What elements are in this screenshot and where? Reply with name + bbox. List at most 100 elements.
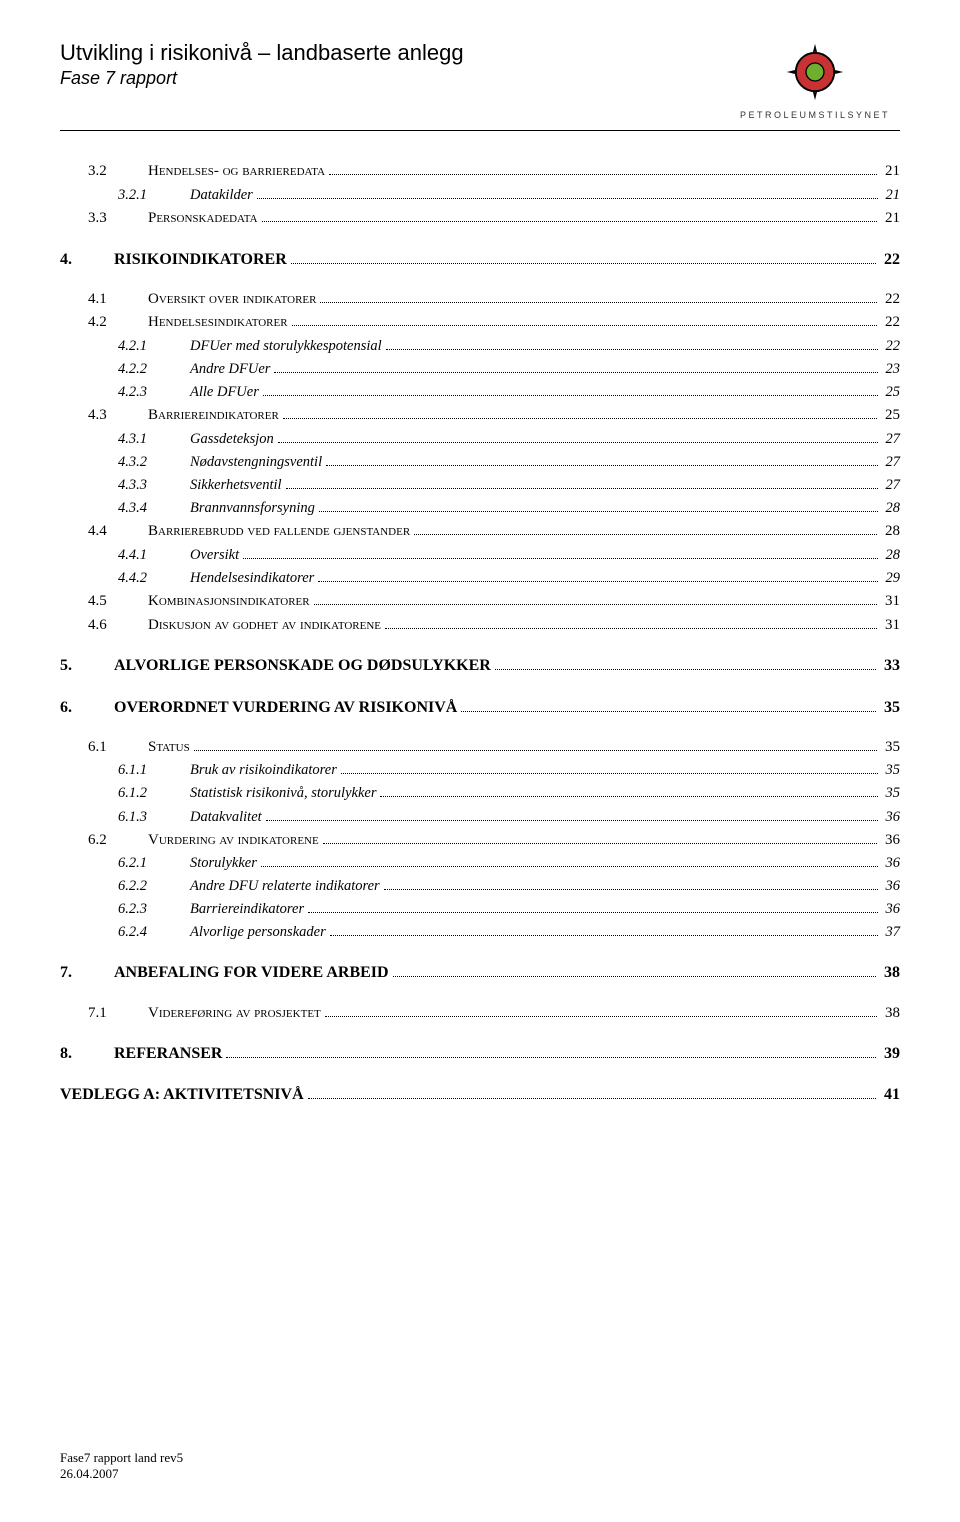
toc-number: 4.2 — [88, 312, 148, 334]
toc-label: Oversikt over indikatorer — [148, 289, 316, 311]
toc-leader-dots — [286, 488, 878, 489]
toc-row: 6.1.1Bruk av risikoindikatorer35 — [60, 760, 900, 781]
toc-page-number: 36 — [881, 830, 900, 852]
toc-row: 4.3.2Nødavstengningsventil27 — [60, 452, 900, 473]
toc-leader-dots — [393, 976, 876, 977]
toc-leader-dots — [414, 534, 877, 535]
toc-row: 4.5Kombinasjonsindikatorer31 — [60, 591, 900, 613]
toc-row: 4.2.1DFUer med storulykkespotensial 22 — [60, 336, 900, 357]
compass-logo-icon — [783, 40, 847, 104]
toc-label: Datakvalitet — [190, 807, 262, 828]
toc-number: 6. — [60, 696, 114, 719]
toc-leader-dots — [274, 372, 877, 373]
toc-page-number: 28 — [882, 545, 901, 566]
toc-page-number: 22 — [880, 248, 900, 271]
toc-row: 4.1Oversikt over indikatorer22 — [60, 289, 900, 311]
toc-label: Bruk av risikoindikatorer — [190, 760, 337, 781]
toc-leader-dots — [263, 395, 878, 396]
toc-number: 4. — [60, 248, 114, 271]
toc-row: 3.3Personskadedata21 — [60, 208, 900, 230]
toc-number: 6.2.1 — [118, 853, 190, 874]
toc-row: 4.4.2Hendelsesindikatorer29 — [60, 568, 900, 589]
toc-label: Barrierebrudd ved fallende gjenstander — [148, 521, 410, 543]
toc-page-number: 25 — [882, 382, 901, 403]
toc-number: 4.3.4 — [118, 498, 190, 519]
toc-leader-dots — [326, 465, 877, 466]
toc-row: 7.ANBEFALING FOR VIDERE ARBEID 38 — [60, 961, 900, 984]
toc-page-number: 21 — [881, 161, 900, 183]
toc-leader-dots — [386, 349, 878, 350]
toc-label: Vurdering av indikatorene — [148, 830, 319, 852]
toc-leader-dots — [495, 669, 876, 670]
toc-number: 6.2 — [88, 830, 148, 852]
page-footer: Fase7 rapport land rev5 26.04.2007 — [60, 1450, 183, 1482]
toc-leader-dots — [226, 1057, 876, 1058]
toc-row: 6.1.3Datakvalitet 36 — [60, 807, 900, 828]
toc-page-number: 27 — [882, 475, 901, 496]
toc-page-number: 31 — [881, 591, 900, 613]
toc-label: Diskusjon av godhet av indikatorene — [148, 615, 381, 637]
toc-row: 4.4Barrierebrudd ved fallende gjenstande… — [60, 521, 900, 543]
doc-subtitle: Fase 7 rapport — [60, 68, 730, 89]
toc-page-number: 27 — [882, 452, 901, 473]
toc-number: 6.1 — [88, 737, 148, 759]
toc-label: Sikkerhetsventil — [190, 475, 282, 496]
toc-page-number: 35 — [881, 737, 900, 759]
toc-number: 4.3 — [88, 405, 148, 427]
toc-number: 4.2.1 — [118, 336, 190, 357]
toc-page-number: 23 — [882, 359, 901, 380]
toc-number: 4.3.2 — [118, 452, 190, 473]
toc-number: 4.4.1 — [118, 545, 190, 566]
toc-row: 4.3.1Gassdeteksjon27 — [60, 429, 900, 450]
toc-row: 4.RISIKOINDIKATORER22 — [60, 248, 900, 271]
logo-block: PETROLEUMSTILSYNET — [730, 40, 900, 120]
toc-row: 6.OVERORDNET VURDERING AV RISIKONIVÅ35 — [60, 696, 900, 719]
toc-leader-dots — [257, 198, 878, 199]
toc-label: DFUer med storulykkespotensial — [190, 336, 382, 357]
toc-number: 7. — [60, 961, 114, 984]
toc-number: 6.1.3 — [118, 807, 190, 828]
toc-label: Datakilder — [190, 185, 253, 206]
toc-page-number: 33 — [880, 654, 900, 677]
toc-page-number: 38 — [881, 1003, 900, 1025]
toc-label: OVERORDNET VURDERING AV RISIKONIVÅ — [114, 696, 457, 719]
toc-label: Andre DFU relaterte indikatorer — [190, 876, 380, 897]
toc-row: 6.1.2Statistisk risikonivå, storulykker3… — [60, 783, 900, 804]
toc-page-number: 37 — [882, 922, 901, 943]
toc-label: Gassdeteksjon — [190, 429, 274, 450]
toc-leader-dots — [461, 711, 876, 712]
toc-number: 3.3 — [88, 208, 148, 230]
toc-page-number: 28 — [882, 498, 901, 519]
page-header: Utvikling i risikonivå – landbaserte anl… — [60, 40, 900, 120]
toc-label: VEDLEGG A: AKTIVITETSNIVÅ — [60, 1083, 304, 1106]
toc-number: 4.3.1 — [118, 429, 190, 450]
footer-line-2: 26.04.2007 — [60, 1466, 183, 1482]
toc-leader-dots — [341, 773, 878, 774]
toc-leader-dots — [262, 221, 877, 222]
toc-leader-dots — [292, 325, 877, 326]
toc-label: Hendelsesindikatorer — [148, 312, 288, 334]
toc-leader-dots — [243, 558, 877, 559]
toc-label: REFERANSER — [114, 1042, 222, 1065]
toc-page-number: 22 — [881, 289, 900, 311]
toc-number: 4.3.3 — [118, 475, 190, 496]
toc-number: 6.2.2 — [118, 876, 190, 897]
toc-row: 4.3Barriereindikatorer25 — [60, 405, 900, 427]
toc-page-number: 38 — [880, 961, 900, 984]
toc-row: 6.2Vurdering av indikatorene 36 — [60, 830, 900, 852]
toc-label: ANBEFALING FOR VIDERE ARBEID — [114, 961, 389, 984]
toc-page-number: 31 — [881, 615, 900, 637]
doc-title: Utvikling i risikonivå – landbaserte anl… — [60, 40, 730, 66]
toc-number: 4.2.2 — [118, 359, 190, 380]
toc-number: 4.2.3 — [118, 382, 190, 403]
toc-number: 3.2 — [88, 161, 148, 183]
toc-leader-dots — [329, 174, 877, 175]
toc-leader-dots — [385, 628, 877, 629]
toc-page-number: 22 — [882, 336, 901, 357]
toc-page-number: 22 — [881, 312, 900, 334]
toc-label: Kombinasjonsindikatorer — [148, 591, 310, 613]
toc-number: 6.1.2 — [118, 783, 190, 804]
header-divider — [60, 130, 900, 131]
toc-page-number: 36 — [882, 807, 901, 828]
toc-leader-dots — [384, 889, 878, 890]
